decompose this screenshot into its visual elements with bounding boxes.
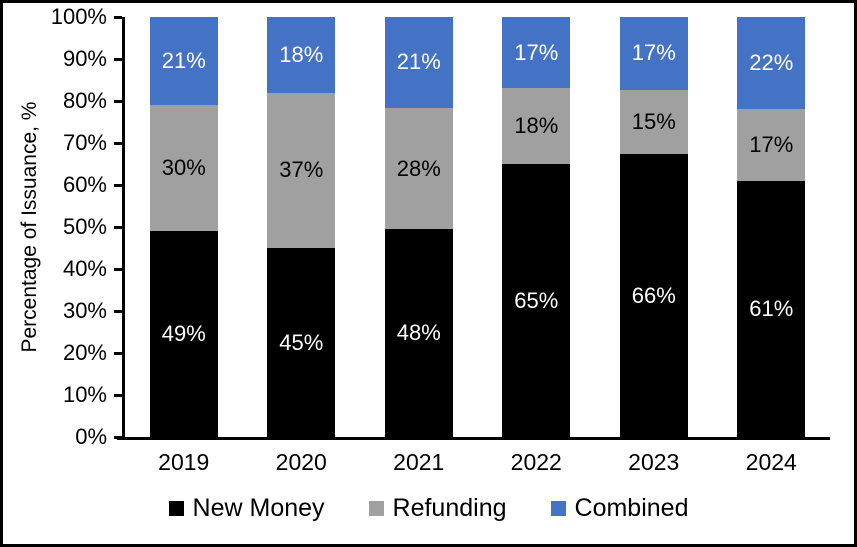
- legend-item-refunding: Refunding: [368, 494, 507, 523]
- y-tick-label: 60%: [62, 172, 107, 197]
- bar-value-label: 28%: [396, 155, 441, 181]
- y-tick-label: 100%: [50, 4, 107, 29]
- bar-value-label: 18%: [514, 113, 559, 139]
- y-tick-mark: [114, 435, 122, 439]
- x-category-label: 2024: [745, 449, 797, 475]
- y-tick-mark: [114, 57, 122, 61]
- bar-value-label: 61%: [749, 295, 794, 321]
- bar-segment-refunding-2019: 30%: [149, 105, 218, 232]
- x-category-label: 2022: [510, 449, 562, 475]
- x-axis-labels: 2019 2020 2021 2022 2023 2024: [125, 449, 830, 476]
- x-axis-line: [117, 437, 830, 440]
- x-category-label: 2019: [158, 449, 210, 475]
- bar-segment-refunding-2023: 15%: [619, 89, 688, 155]
- y-tick-mark: [114, 141, 122, 145]
- bar-value-label: 17%: [514, 39, 559, 65]
- legend-label: New Money: [192, 494, 325, 522]
- y-tick-mark: [114, 183, 122, 187]
- y-tick-mark: [114, 225, 122, 229]
- y-tick-label: 70%: [62, 130, 107, 155]
- y-tick-mark: [114, 267, 122, 271]
- bar-segment-refunding-2022: 18%: [502, 88, 571, 164]
- x-category-label: 2023: [628, 449, 680, 475]
- bar-2019: 49% 30% 21%: [149, 17, 218, 437]
- bar-segment-refunding-2021: 28%: [384, 107, 453, 230]
- bar-value-label: 21%: [161, 48, 206, 74]
- legend-swatch-new-money: [168, 501, 184, 516]
- bar-segment-new-money-2023: 66%: [619, 154, 688, 437]
- y-tick-label: 50%: [62, 214, 107, 239]
- bar-2020: 45% 37% 18%: [267, 17, 336, 437]
- bar-value-label: 45%: [279, 329, 324, 355]
- bar-segment-new-money-2020: 45%: [267, 248, 336, 437]
- bar-value-label: 17%: [631, 40, 676, 66]
- bar-value-label: 21%: [396, 49, 441, 75]
- bar-segment-combined-2024: 22%: [737, 17, 806, 110]
- bar-segment-combined-2019: 21%: [149, 17, 218, 106]
- plot-area: 0% 10% 20% 30% 40% 50% 60% 70% 80% 90% 100% 49% 30%…: [51, 4, 830, 449]
- bar-segment-new-money-2022: 65%: [502, 164, 571, 437]
- bar-value-label: 30%: [161, 155, 206, 181]
- bar-segment-combined-2020: 18%: [267, 17, 336, 93]
- y-tick-mark: [114, 351, 122, 355]
- bar-value-label: 15%: [631, 109, 676, 135]
- y-tick-label: 80%: [62, 88, 107, 113]
- legend-item-combined: Combined: [550, 494, 689, 523]
- bar-segment-combined-2022: 17%: [502, 17, 571, 89]
- y-axis-line: [122, 17, 125, 440]
- bar-value-label: 22%: [749, 50, 794, 76]
- x-category-label: 2021: [393, 449, 445, 475]
- legend-swatch-refunding: [368, 501, 384, 516]
- bar-segment-new-money-2024: 61%: [737, 180, 806, 437]
- bar-segment-new-money-2019: 49%: [149, 231, 218, 437]
- legend-label: Refunding: [392, 494, 507, 522]
- bar-segment-combined-2023: 17%: [619, 17, 688, 90]
- legend-label: Combined: [574, 494, 689, 522]
- bar-2023: 66% 15% 17%: [619, 17, 688, 437]
- bar-2024: 61% 17% 22%: [737, 17, 806, 437]
- bar-value-label: 37%: [279, 157, 324, 183]
- bar-2022: 65% 18% 17%: [502, 17, 571, 437]
- y-tick-label: 30%: [62, 298, 107, 323]
- bar-segment-refunding-2024: 17%: [737, 109, 806, 181]
- bar-value-label: 17%: [749, 132, 794, 158]
- bar-segment-new-money-2021: 48%: [384, 229, 453, 437]
- bar-segment-refunding-2020: 37%: [267, 92, 336, 248]
- bar-value-label: 49%: [161, 321, 206, 347]
- y-tick-label: 20%: [62, 340, 107, 365]
- legend: New Money Refunding Combined: [3, 494, 854, 523]
- legend-swatch-combined: [550, 501, 566, 516]
- bar-value-label: 65%: [514, 287, 559, 313]
- bar-2021: 48% 28% 21%: [384, 17, 453, 437]
- y-tick-label: 40%: [62, 256, 107, 281]
- y-tick-label: 90%: [62, 46, 107, 71]
- bar-value-label: 66%: [631, 282, 676, 308]
- legend-item-new-money: New Money: [168, 494, 325, 523]
- bar-value-label: 18%: [279, 41, 324, 67]
- x-category-label: 2020: [275, 449, 327, 475]
- bar-segment-combined-2021: 21%: [384, 17, 453, 108]
- y-tick-label: 10%: [62, 382, 107, 407]
- y-tick-mark: [114, 15, 122, 19]
- bar-value-label: 48%: [396, 320, 441, 346]
- y-tick-label: 0%: [75, 424, 107, 449]
- y-tick-mark: [114, 99, 122, 103]
- y-tick-mark: [114, 393, 122, 397]
- y-tick-mark: [114, 309, 122, 313]
